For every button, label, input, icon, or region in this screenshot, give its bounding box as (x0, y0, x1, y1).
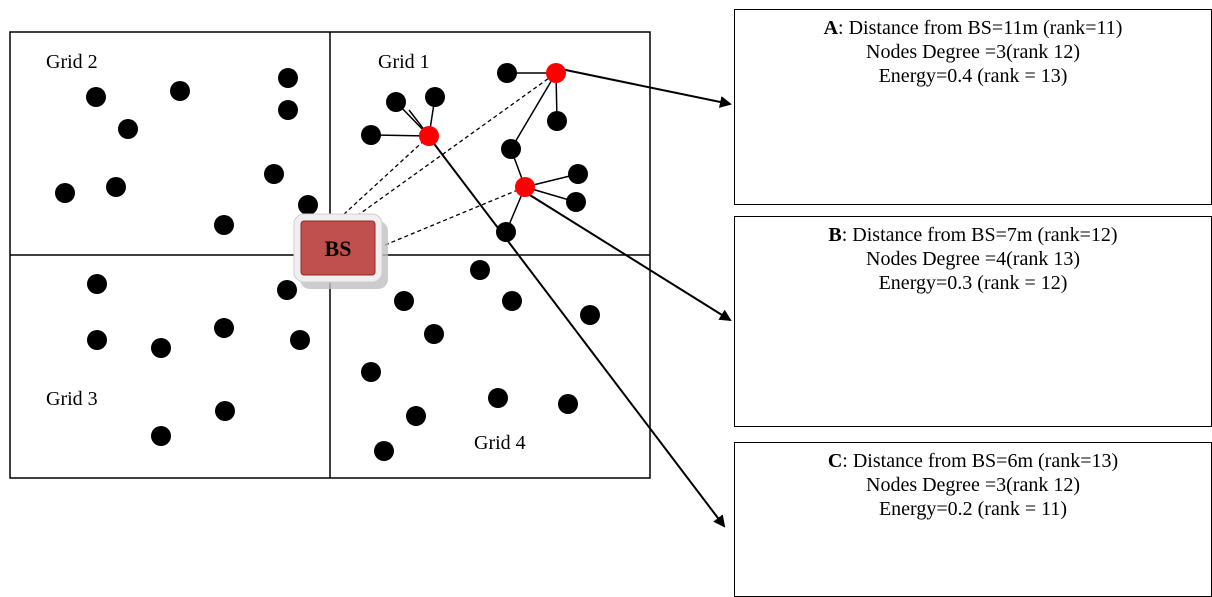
sensor-node (277, 280, 297, 300)
sensor-node (488, 388, 508, 408)
sensor-node (386, 92, 406, 112)
sensor-node (298, 195, 318, 215)
cluster-heads (419, 63, 566, 197)
info-arrows (431, 67, 732, 528)
info-box-c: C: Distance from BS=6m (rank=13) Nodes D… (734, 442, 1212, 597)
cluster-head-a (419, 126, 439, 146)
info-box-a: A: Distance from BS=11m (rank=11) Nodes … (734, 9, 1212, 205)
info-box-b-line-3: Energy=0.3 (rank = 12) (878, 272, 1068, 294)
info-box-a-line-2: Nodes Degree =3(rank 12) (866, 41, 1080, 63)
arrow-b (524, 191, 732, 322)
sensor-node (558, 394, 578, 414)
cluster-head-c (515, 177, 535, 197)
info-box-b: B: Distance from BS=7m (rank=12) Nodes D… (734, 216, 1212, 427)
sensor-node (470, 260, 490, 280)
sensor-node (394, 291, 414, 311)
sensor-node (547, 111, 567, 131)
sensor-node (151, 338, 171, 358)
sensor-node (87, 274, 107, 294)
grid-label-4: Grid 4 (474, 432, 526, 454)
info-box-c-letter: C (827, 450, 843, 472)
arrow-a (555, 67, 732, 108)
bs-link-b (339, 72, 557, 229)
info-box-b-letter: B (828, 224, 842, 246)
link-b-3 (510, 72, 557, 150)
sensor-node (502, 291, 522, 311)
sensor-node (406, 406, 426, 426)
sensor-node (278, 68, 298, 88)
arrow-c (431, 140, 726, 528)
info-box-c-line-2: Nodes Degree =3(rank 12) (866, 474, 1080, 496)
info-box-c-line-1: C: Distance from BS=6m (rank=13) (827, 450, 1119, 472)
grid-label-2: Grid 2 (46, 51, 98, 73)
info-box-a-line-3: Energy=0.4 (rank = 13) (878, 65, 1068, 87)
sensor-node (568, 164, 588, 184)
sensor-nodes (55, 63, 600, 461)
grid-label-3: Grid 3 (46, 388, 98, 410)
sensor-node (106, 177, 126, 197)
sensor-node (215, 401, 235, 421)
cluster-head-b (546, 63, 566, 83)
sensor-node (501, 139, 521, 159)
sensor-node (425, 87, 445, 107)
bs-links (317, 72, 557, 246)
base-station-label: BS (325, 236, 352, 261)
bs-link-c (384, 186, 526, 246)
base-station: BS (293, 213, 388, 289)
sensor-node (496, 222, 516, 242)
grid-label-1: Grid 1 (378, 51, 430, 73)
sensor-node (361, 362, 381, 382)
sensor-node (86, 87, 106, 107)
info-box-b-line-2: Nodes Degree =4(rank 13) (866, 248, 1080, 270)
info-box-a-line-1: A: Distance from BS=11m (rank=11) (823, 17, 1123, 39)
info-box-a-letter: A (823, 17, 839, 39)
info-box-c-line-3: Energy=0.2 (rank = 11) (878, 498, 1068, 520)
sensor-node (290, 330, 310, 350)
sensor-node (170, 81, 190, 101)
sensor-node (118, 119, 138, 139)
base-station-box (300, 220, 376, 276)
sensor-node (55, 183, 75, 203)
sensor-node (214, 215, 234, 235)
sensor-node (278, 100, 298, 120)
sensor-node (424, 324, 444, 344)
sensor-node (151, 426, 171, 446)
info-box-b-line-1: B: Distance from BS=7m (rank=12) (828, 224, 1118, 246)
sensor-node (497, 63, 517, 83)
sensor-node (264, 164, 284, 184)
sensor-node (87, 330, 107, 350)
sensor-node (374, 441, 394, 461)
sensor-node (580, 305, 600, 325)
sensor-node (214, 318, 234, 338)
sensor-node (361, 125, 381, 145)
sensor-node (566, 192, 586, 212)
